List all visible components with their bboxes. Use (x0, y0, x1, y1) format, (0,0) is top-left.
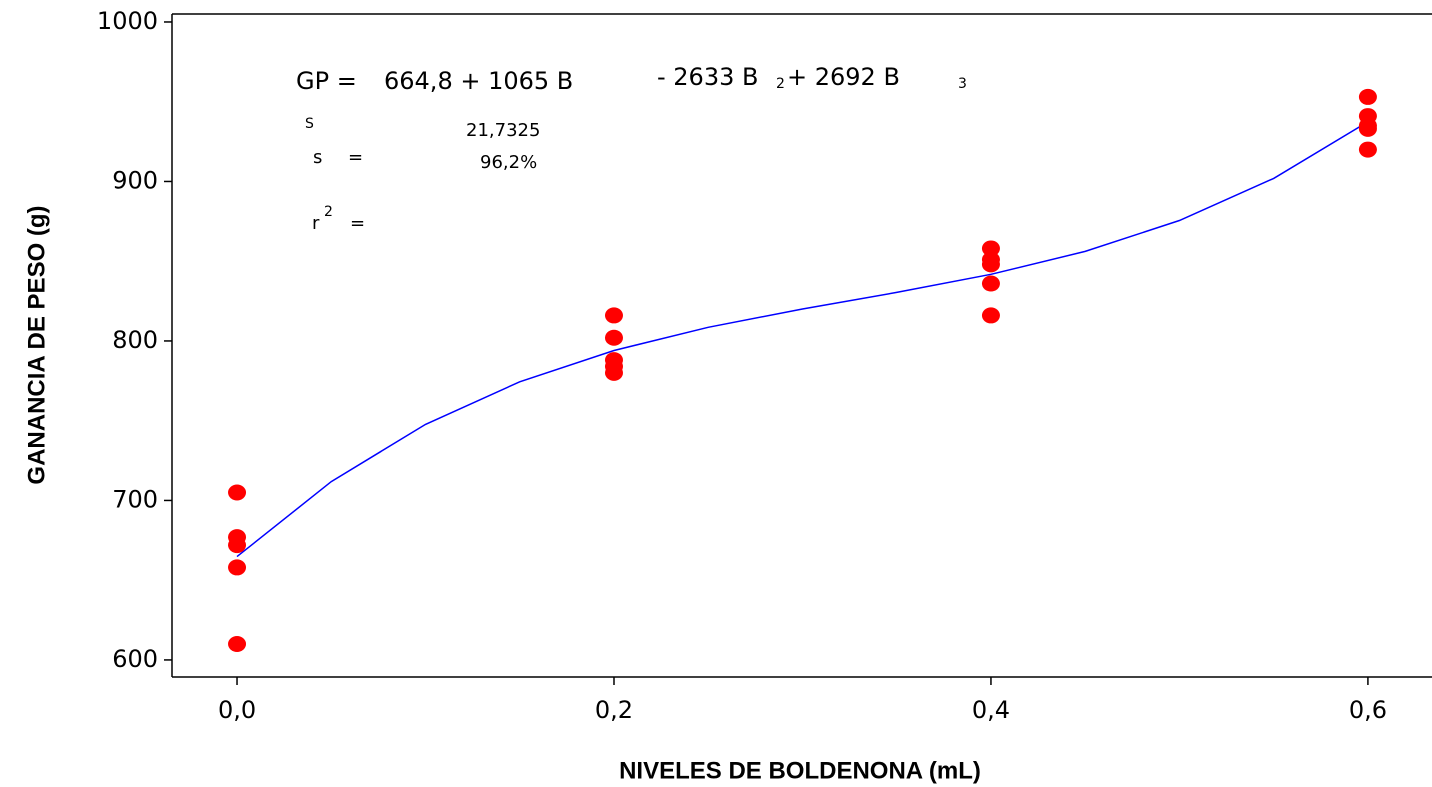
annotation: - 2633 B (657, 63, 758, 91)
fit-line (236, 121, 1369, 558)
data-point (604, 307, 623, 324)
annotation: 3 (958, 76, 967, 92)
y-tick-label: 800 (112, 326, 158, 354)
y-axis-title: GANANCIA DE PESO (g) (23, 205, 50, 484)
x-tick-label: 0,0 (218, 696, 256, 724)
annotation: GP = (296, 67, 357, 95)
annotation: 21,7325 (466, 120, 540, 141)
data-point (228, 537, 247, 554)
annotation: s (313, 147, 322, 168)
y-tick-label: 900 (112, 166, 158, 194)
data-point (1358, 120, 1377, 137)
annotation: = (350, 213, 365, 234)
data-point (228, 635, 247, 652)
x-axis-title: NIVELES DE BOLDENONA (mL) (619, 757, 981, 784)
annotation: r (312, 213, 320, 234)
annotation: 96,2% (480, 152, 537, 173)
annotation: 2 (324, 204, 333, 220)
data-point (228, 559, 247, 576)
data-point (981, 256, 1000, 273)
annotation: 2 (776, 76, 785, 92)
data-point (981, 240, 1000, 257)
annotation: S (305, 116, 314, 132)
y-tick-label: 700 (112, 485, 158, 513)
annotation: = (348, 147, 363, 168)
data-point (604, 364, 623, 381)
data-point (981, 275, 1000, 292)
y-tick-label: 600 (112, 645, 158, 673)
x-tick-label: 0,6 (1349, 696, 1387, 724)
y-tick-label: 1000 (97, 7, 158, 35)
data-point (981, 307, 1000, 324)
data-point (228, 484, 247, 501)
data-point (1358, 88, 1377, 105)
annotation: + 2692 B (787, 63, 900, 91)
data-point (1358, 141, 1377, 158)
x-tick-label: 0,2 (595, 696, 633, 724)
annotation: 664,8 + 1065 B (384, 67, 573, 95)
data-point (604, 329, 623, 346)
x-tick-label: 0,4 (972, 696, 1010, 724)
